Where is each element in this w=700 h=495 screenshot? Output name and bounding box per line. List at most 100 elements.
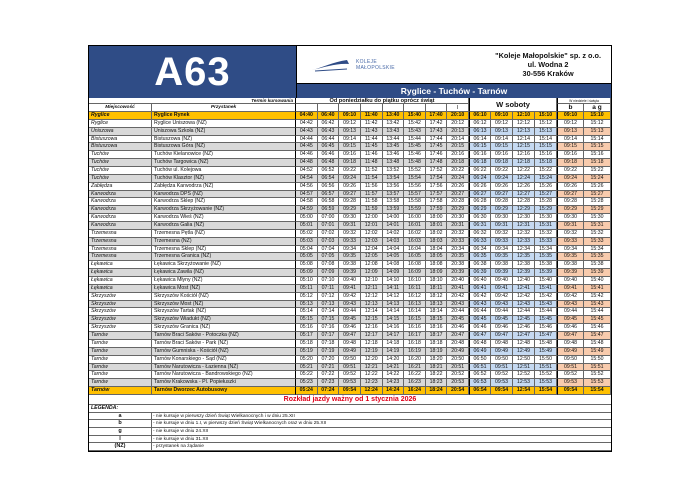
weekday-time-cell: 18:12 bbox=[425, 292, 448, 301]
weekday-time-cell: 09:33 bbox=[339, 237, 361, 246]
saturday-time-cell: 12:31 bbox=[513, 222, 535, 230]
weekday-time-cell: 09:27 bbox=[339, 190, 361, 199]
sunday-time-cell: 15:26 bbox=[584, 182, 611, 191]
company-address: "Koleje Małopolskie" sp. z o.o. ul. Wodn… bbox=[495, 51, 601, 78]
saturday-time-cell: 15:51 bbox=[535, 363, 557, 372]
saturday-time-cell: 15:22 bbox=[535, 167, 557, 175]
saturday-time-cell: 06:48 bbox=[469, 339, 491, 348]
weekday-time-cell: 13:48 bbox=[382, 159, 405, 168]
saturday-time-cell: 15:48 bbox=[535, 339, 557, 348]
weekday-time-cell: 14:09 bbox=[382, 269, 405, 278]
sunday-time-cell: 09:15 bbox=[557, 143, 584, 152]
weekday-time-cell: 04:54 bbox=[296, 174, 318, 183]
stop-cell: Tarnów Gumniska - Kościół (NŻ) bbox=[152, 347, 296, 356]
sunday-time-cell: 15:32 bbox=[584, 229, 611, 238]
weekday-time-cell: 13:45 bbox=[382, 143, 405, 152]
weekday-time-cell: 05:11 bbox=[296, 284, 318, 293]
weekday-time-cell: 06:52 bbox=[317, 167, 340, 175]
weekday-time-cell: 04:43 bbox=[296, 127, 318, 136]
weekday-time-cell: 13:46 bbox=[382, 151, 405, 160]
weekday-time-cell: 12:24 bbox=[360, 387, 383, 395]
sunday-time-cell: 15:43 bbox=[584, 300, 611, 309]
sunday-time-cell: 09:26 bbox=[557, 182, 584, 191]
sunday-time-cell: 15:40 bbox=[584, 277, 611, 285]
weekday-time-cell: 18:21 bbox=[425, 363, 448, 372]
town-cell: Zabłędza bbox=[89, 182, 152, 191]
sunday-time-cell: 15:16 bbox=[584, 151, 611, 160]
weekday-time-cell: 11:48 bbox=[360, 159, 383, 168]
saturday-time-cell: 15:14 bbox=[535, 135, 557, 144]
saturday-time-cell: 15:30 bbox=[535, 214, 557, 223]
weekday-time-cell: 20:32 bbox=[447, 229, 469, 238]
saturday-time-cell: 09:18 bbox=[491, 159, 513, 168]
weekday-time-cell: 04:40 bbox=[296, 112, 318, 120]
stop-cell: Skrzyszów Granica (NŻ) bbox=[152, 324, 296, 333]
sunday-time-cell: 15:54 bbox=[584, 387, 611, 395]
weekday-time-cell: 20:41 bbox=[447, 284, 469, 293]
saturday-time-cell: 12:13 bbox=[513, 127, 535, 136]
stop-cell: Trzemesna (NŻ) bbox=[152, 237, 296, 246]
weekday-time-cell: 18:09 bbox=[425, 269, 448, 278]
weekday-time-cell: 15:59 bbox=[404, 206, 426, 215]
weekday-time-cell: 20:46 bbox=[447, 324, 469, 333]
legend-key: b bbox=[89, 420, 152, 428]
weekday-time-cell: 20:28 bbox=[447, 198, 469, 207]
stop-cell: Tuchów Targowica (NŻ) bbox=[152, 159, 296, 168]
saturday-time-cell: 09:47 bbox=[491, 332, 513, 340]
town-cell: Skrzyszów bbox=[89, 292, 152, 301]
weekday-time-cell: 16:13 bbox=[404, 300, 426, 309]
weekday-column-mark bbox=[404, 104, 426, 112]
stop-cell: Łękawica Most (NŻ) bbox=[152, 284, 296, 293]
sunday-time-cell: 09:18 bbox=[557, 159, 584, 168]
sunday-time-cell: 15:29 bbox=[584, 206, 611, 215]
saturday-time-cell: 15:50 bbox=[535, 355, 557, 364]
saturday-time-cell: 12:24 bbox=[513, 174, 535, 183]
saturday-time-cell: 06:42 bbox=[469, 292, 491, 301]
saturday-time-cell: 09:26 bbox=[491, 182, 513, 191]
saturday-time-cell: 09:15 bbox=[491, 143, 513, 152]
weekday-time-cell: 14:19 bbox=[382, 347, 405, 356]
weekday-time-cell: 18:19 bbox=[425, 347, 448, 356]
weekday-time-cell: 05:24 bbox=[296, 387, 318, 395]
weekday-time-cell: 13:43 bbox=[382, 127, 405, 136]
weekday-time-cell: 11:59 bbox=[360, 206, 383, 215]
weekday-time-cell: 05:16 bbox=[296, 324, 318, 333]
saturday-time-cell: 06:15 bbox=[469, 143, 491, 152]
saturday-time-cell: 15:54 bbox=[535, 387, 557, 395]
sunday-time-cell: 09:34 bbox=[557, 245, 584, 254]
weekday-time-cell: 09:32 bbox=[339, 229, 361, 238]
sunday-time-cell: 09:53 bbox=[557, 379, 584, 388]
weekday-time-cell: 17:43 bbox=[425, 127, 448, 136]
saturday-time-cell: 06:10 bbox=[469, 112, 491, 120]
weekday-time-cell: 15:40 bbox=[404, 112, 426, 120]
weekday-time-cell: 05:18 bbox=[296, 339, 318, 348]
saturday-time-cell: 09:31 bbox=[491, 222, 513, 230]
saturday-time-cell: 12:26 bbox=[513, 182, 535, 191]
weekday-time-cell: 18:14 bbox=[425, 308, 448, 317]
sunday-time-cell: 09:40 bbox=[557, 277, 584, 285]
weekday-time-cell: 05:00 bbox=[296, 214, 318, 223]
weekday-time-cell: 06:40 bbox=[317, 112, 340, 120]
saturday-time-cell: 15:13 bbox=[535, 127, 557, 136]
stop-cell: Karwodrza DPS (NŻ) bbox=[152, 190, 296, 199]
town-cell: Trzemesna bbox=[89, 253, 152, 262]
weekday-time-cell: 04:46 bbox=[296, 151, 318, 160]
saturday-time-cell: 15:47 bbox=[535, 332, 557, 340]
town-cell: Tarnów bbox=[89, 332, 152, 340]
saturday-time-cell: 09:35 bbox=[491, 253, 513, 262]
weekday-time-cell: 14:20 bbox=[382, 355, 405, 364]
weekday-time-cell: 12:00 bbox=[360, 214, 383, 223]
stop-cell: Bistuszowa (NŻ) bbox=[152, 135, 296, 144]
weekday-time-cell: 05:09 bbox=[296, 269, 318, 278]
weekday-time-cell: 18:05 bbox=[425, 253, 448, 262]
town-cell: Skrzyszów bbox=[89, 308, 152, 317]
weekday-time-cell: 05:15 bbox=[296, 316, 318, 325]
weekday-time-cell: 14:16 bbox=[382, 324, 405, 333]
weekday-time-cell: 06:54 bbox=[317, 174, 340, 183]
saturday-time-cell: 12:35 bbox=[513, 253, 535, 262]
saturday-time-cell: 12:22 bbox=[513, 167, 535, 175]
saturday-time-cell: 12:18 bbox=[513, 159, 535, 168]
saturday-time-cell: 15:49 bbox=[535, 347, 557, 356]
weekday-time-cell: 16:24 bbox=[404, 387, 426, 395]
sunday-time-cell: 15:52 bbox=[584, 371, 611, 380]
